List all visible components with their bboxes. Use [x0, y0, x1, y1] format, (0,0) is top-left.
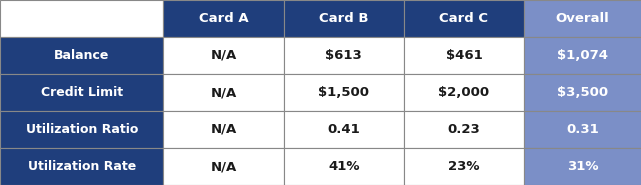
Bar	[524, 111, 641, 148]
Bar	[283, 111, 404, 148]
Bar	[404, 0, 524, 37]
Text: N/A: N/A	[210, 160, 237, 173]
Bar	[0, 37, 163, 74]
Text: Overall: Overall	[556, 12, 610, 25]
Text: N/A: N/A	[210, 86, 237, 99]
Bar	[163, 148, 284, 185]
Text: Card C: Card C	[440, 12, 488, 25]
Text: $461: $461	[445, 49, 482, 62]
Bar	[524, 0, 641, 37]
Text: 0.23: 0.23	[447, 123, 480, 136]
Bar	[404, 148, 524, 185]
Bar	[163, 111, 284, 148]
Text: Card A: Card A	[199, 12, 248, 25]
Text: 41%: 41%	[328, 160, 360, 173]
Text: 0.41: 0.41	[328, 123, 360, 136]
Text: Card B: Card B	[319, 12, 369, 25]
Text: N/A: N/A	[210, 123, 237, 136]
Text: Credit Limit: Credit Limit	[40, 86, 123, 99]
Bar	[0, 148, 163, 185]
Bar	[283, 74, 404, 111]
Text: $1,074: $1,074	[557, 49, 608, 62]
Text: Balance: Balance	[54, 49, 110, 62]
Bar	[163, 74, 284, 111]
Bar	[163, 0, 284, 37]
Bar	[283, 0, 404, 37]
Text: 31%: 31%	[567, 160, 598, 173]
Text: $613: $613	[326, 49, 362, 62]
Bar	[524, 148, 641, 185]
Bar	[404, 37, 524, 74]
Bar	[404, 74, 524, 111]
Text: 0.31: 0.31	[566, 123, 599, 136]
Bar	[163, 37, 284, 74]
Text: 23%: 23%	[448, 160, 479, 173]
Text: $1,500: $1,500	[318, 86, 369, 99]
Bar	[524, 37, 641, 74]
Bar	[524, 74, 641, 111]
Bar	[283, 37, 404, 74]
Text: N/A: N/A	[210, 49, 237, 62]
Text: Utilization Rate: Utilization Rate	[28, 160, 136, 173]
Text: $2,000: $2,000	[438, 86, 490, 99]
Text: $3,500: $3,500	[557, 86, 608, 99]
Bar	[283, 148, 404, 185]
Bar	[404, 111, 524, 148]
Bar	[0, 0, 163, 37]
Text: Utilization Ratio: Utilization Ratio	[26, 123, 138, 136]
Bar	[0, 74, 163, 111]
Bar	[0, 111, 163, 148]
